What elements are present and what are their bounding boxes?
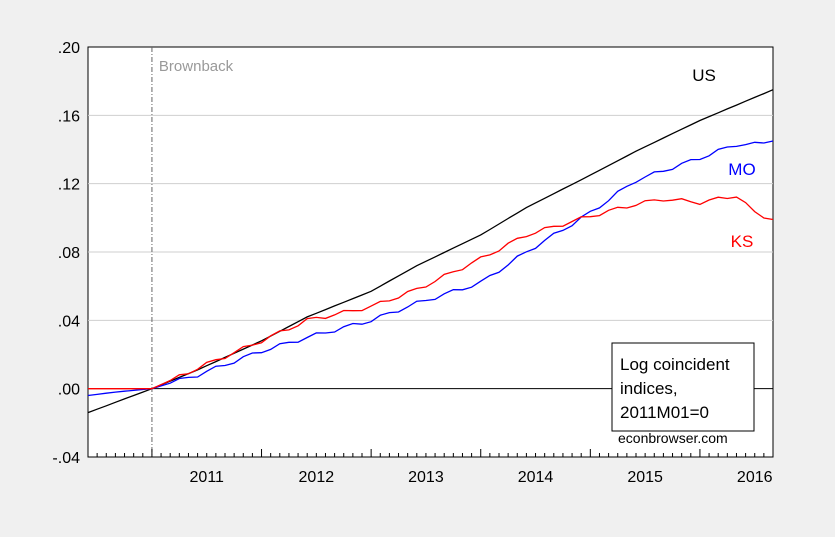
brownback-label: Brownback	[159, 58, 234, 75]
series-lines	[87, 89, 774, 414]
x-tick-label: 2014	[518, 469, 554, 486]
x-tick-label: 2015	[627, 469, 663, 486]
credit-text: econbrowser.com	[618, 430, 728, 446]
note-line: Log coincident	[620, 355, 730, 374]
axes: .20 .16 .12 .08 .04 .00 -.04 2011 2012 2013 2014 20…	[52, 40, 774, 486]
series-line-us	[87, 89, 774, 414]
y-tick-label: -.04	[52, 450, 80, 467]
series-labels: US MO KS	[692, 66, 756, 251]
series-line-mo	[87, 140, 774, 397]
note-box-frame	[611, 342, 755, 432]
note-line: indices,	[620, 379, 678, 398]
x-tick-label: 2012	[299, 469, 335, 486]
y-tick-label: .20	[58, 40, 80, 57]
note-line: 2011M01=0	[620, 403, 709, 422]
series-line-ks	[88, 196, 774, 390]
y-tick-label: .00	[58, 382, 80, 399]
gridlines	[88, 114, 773, 321]
series-label-us: US	[692, 66, 716, 85]
x-tick-label: 2013	[408, 469, 444, 486]
note-box: Log coincident indices, 2011M01=0 econbrows…	[611, 342, 755, 446]
y-tick-label: .16	[58, 108, 80, 125]
series-label-ks: KS	[731, 232, 754, 251]
y-tick-label: .04	[58, 313, 80, 330]
series-label-mo: MO	[728, 160, 755, 179]
y-tick-label: .12	[58, 177, 80, 194]
x-tick-label: 2011	[190, 469, 225, 486]
y-tick-label: .08	[58, 245, 80, 262]
x-tick-label: 2016	[737, 469, 773, 486]
